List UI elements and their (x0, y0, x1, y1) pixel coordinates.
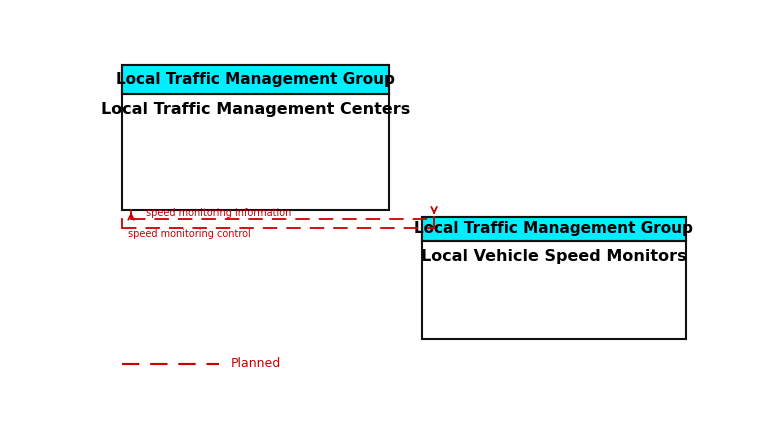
Bar (422, 217, 686, 241)
Text: Planned: Planned (231, 357, 282, 370)
Bar (422, 217, 686, 339)
Bar (122, 65, 389, 94)
Bar (122, 65, 389, 210)
Text: speed monitoring information: speed monitoring information (146, 208, 292, 218)
Text: speed monitoring control: speed monitoring control (128, 229, 251, 239)
Text: Local Traffic Management Group: Local Traffic Management Group (414, 221, 693, 236)
Text: Local Traffic Management Centers: Local Traffic Management Centers (101, 102, 410, 117)
Bar (122, 65, 389, 94)
Text: Local Traffic Management Group: Local Traffic Management Group (116, 72, 395, 87)
Text: Local Vehicle Speed Monitors: Local Vehicle Speed Monitors (421, 249, 687, 264)
Bar (422, 217, 686, 241)
